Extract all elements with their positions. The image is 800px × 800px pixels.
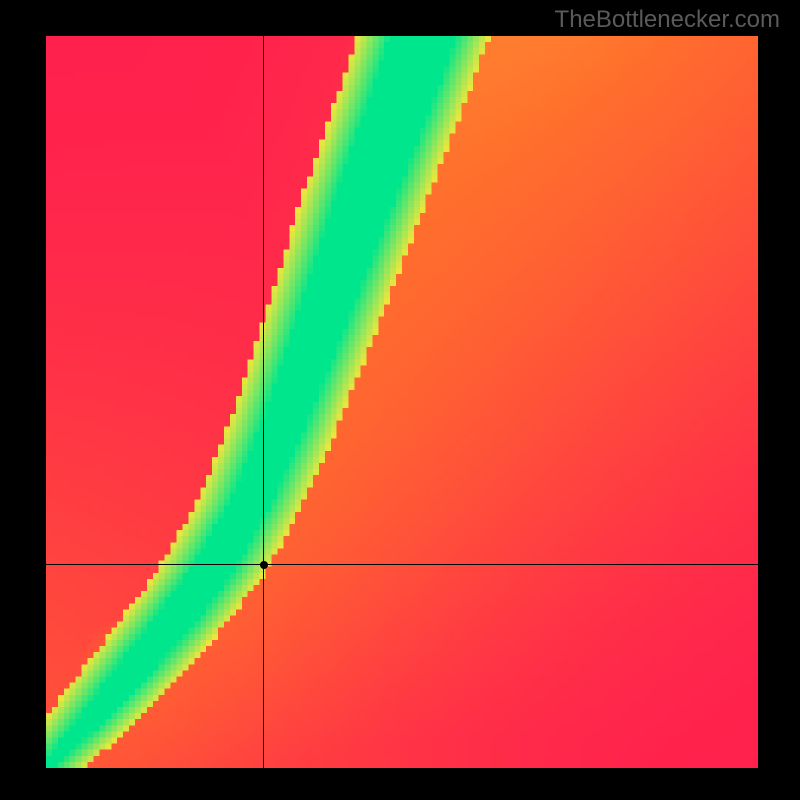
chart-container: TheBottlenecker.com: [0, 0, 800, 800]
crosshair-vertical: [263, 36, 264, 768]
crosshair-dot: [260, 561, 268, 569]
heatmap-canvas: [46, 36, 758, 768]
crosshair-horizontal: [46, 564, 758, 565]
watermark-text: TheBottlenecker.com: [555, 6, 780, 34]
